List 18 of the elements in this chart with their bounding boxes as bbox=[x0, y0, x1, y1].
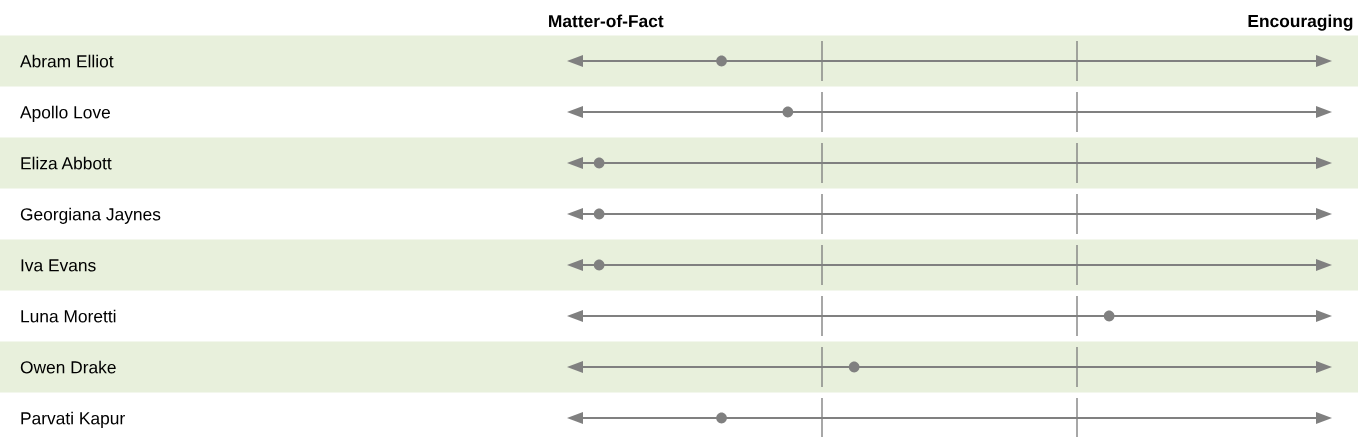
y-tick-label: Parvati Kapur bbox=[21, 411, 125, 428]
point bbox=[593, 157, 605, 169]
point bbox=[716, 412, 727, 424]
y-tick-label: Georgiana Jaynes bbox=[20, 207, 161, 224]
y-tick-label: Owen Drake bbox=[20, 360, 116, 374]
y-tick-label: Abram Elliot bbox=[20, 54, 114, 68]
point bbox=[716, 55, 727, 67]
y-tick-label: Luna Moretti bbox=[21, 309, 116, 323]
y-tick-label: Eliza Abbott bbox=[21, 156, 112, 170]
y-tick-label: Apollo Love bbox=[20, 105, 110, 122]
text: Encouraging bbox=[1248, 14, 1353, 31]
point bbox=[593, 259, 605, 271]
text: Matter-of-Fact bbox=[549, 14, 664, 28]
point bbox=[1103, 310, 1115, 322]
y-tick-label: Iva Evans bbox=[21, 259, 96, 272]
point bbox=[593, 208, 605, 220]
point bbox=[848, 361, 860, 373]
point bbox=[782, 106, 794, 118]
